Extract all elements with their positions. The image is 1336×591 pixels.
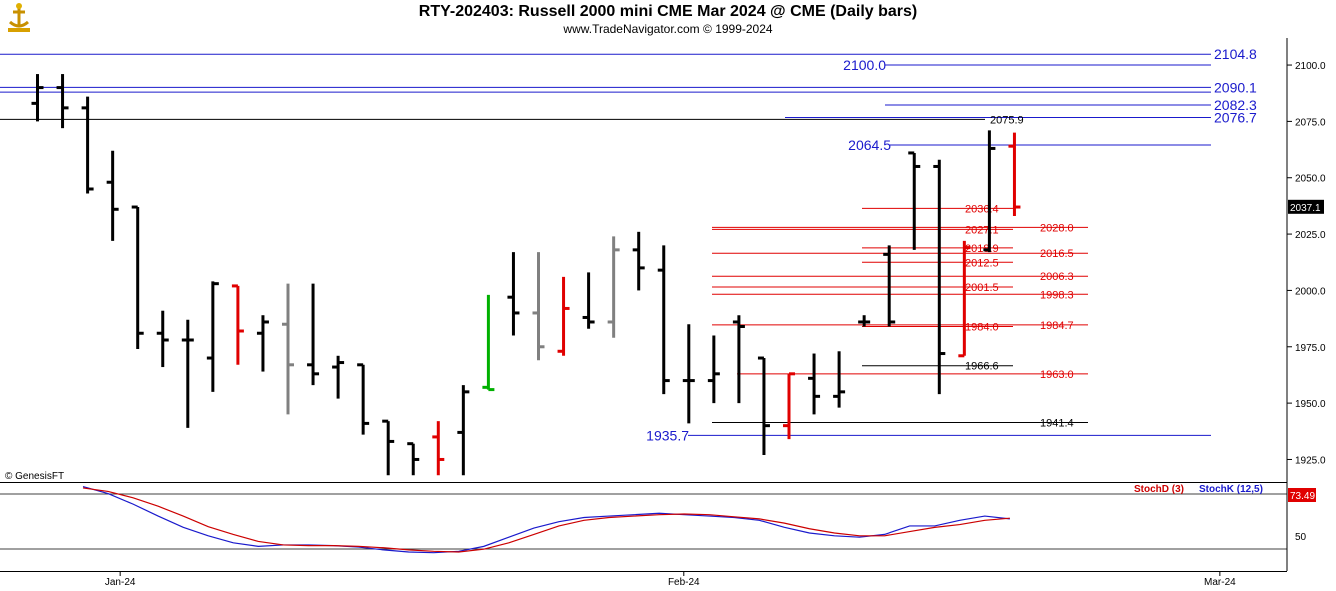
level-label: 2100.0 [843,57,886,73]
ohlc-bar [783,372,795,440]
level-label: 1998.3 [1040,289,1074,301]
ohlc-bar [507,252,520,336]
chart-subtitle: www.TradeNavigator.com © 1999-2024 [563,22,773,36]
level-label: 1941.4 [1040,417,1074,429]
last-price-label: 2037.1 [1290,203,1321,214]
stoch-last-label: 73.49 [1290,491,1315,502]
ohlc-bar [457,385,470,476]
y-tick-label: 1975.0 [1295,343,1326,354]
level-label: 2028.0 [1040,222,1074,234]
level-label: 2012.5 [965,257,999,269]
level-label: 2027.1 [965,224,999,236]
ohlc-bar [307,283,320,386]
ohlc-bar [908,151,921,250]
level-label: 1984.7 [1040,320,1074,332]
ohlc-bar [81,96,94,194]
ohlc-bar [382,419,395,476]
level-label: 2036.4 [965,203,999,215]
ohlc-bar [933,159,946,395]
level-label: 2076.7 [1214,110,1257,126]
anchor-logo-icon [4,2,34,34]
y-tick-label: 2050.0 [1295,174,1326,185]
ohlc-bar [732,315,745,404]
level-label: 2090.1 [1214,79,1257,95]
stoch-legend-entry: StochK (12,5) [1199,484,1263,495]
y-tick-label: 2100.0 [1295,61,1326,72]
ohlc-bar [983,130,996,253]
chart-header: RTY-202403: Russell 2000 mini CME Mar 20… [0,0,1336,38]
level-label: 1984.0 [965,321,999,333]
ohlc-bar [181,319,194,428]
ohlc-bar [858,315,871,327]
ohlc-bar [482,294,495,392]
level-label: 1966.6 [965,361,999,373]
ohlc-bar [707,335,720,404]
ohlc-bar [131,205,144,350]
y-tick-label: 2025.0 [1295,230,1326,241]
chart-title: RTY-202403: Russell 2000 mini CME Mar 20… [418,3,918,20]
ohlc-bar [833,351,846,408]
level-label: 2016.5 [1040,248,1074,260]
ohlc-bar [883,245,896,327]
ohlc-bar [607,236,620,338]
ohlc-bar [256,315,269,372]
stoch-series-line [82,487,1010,553]
ohlc-bar [206,281,219,392]
x-tick-label: Feb-24 [668,577,700,588]
ohlc-bar [657,245,670,395]
ohlc-bar [757,356,770,455]
level-label: 2001.5 [965,282,999,294]
y-tick-label: 2075.0 [1295,117,1326,128]
x-tick-label: Mar-24 [1204,577,1236,588]
ohlc-bar [557,276,570,356]
watermark: © GenesisFT [5,471,64,482]
ohlc-bar [231,284,244,365]
y-tick-label: 1925.0 [1295,455,1326,466]
ohlc-bar [432,421,445,476]
level-label: 2104.8 [1214,46,1257,62]
ohlc-bar [532,252,545,361]
level-label: 2075.9 [990,114,1024,126]
level-label: 1935.7 [646,427,689,443]
ohlc-bar [357,363,370,435]
level-label: 2006.3 [1040,271,1074,283]
ohlc-bar [958,240,971,358]
ohlc-bar [808,353,821,415]
level-label: 2064.5 [848,137,891,153]
stoch-last-tag [1288,488,1316,502]
stoch-y-tick-label: 50 [1295,532,1307,543]
level-label: 2082.3 [1214,97,1257,113]
ohlc-bar [56,74,69,129]
ohlc-bar [31,74,44,122]
y-tick-label: 1950.0 [1295,399,1326,410]
level-label: 1963.0 [1040,369,1074,381]
x-tick-label: Jan-24 [105,577,136,588]
ohlc-bar [407,442,420,476]
ohlc-bar [1008,132,1021,217]
last-price-tag [1288,199,1324,214]
stoch-legend-entry: StochD (3) [1134,484,1184,495]
ohlc-bar [332,355,345,399]
ohlc-bar [106,150,119,241]
ohlc-bar [156,310,169,368]
ohlc-bar [282,283,294,415]
ohlc-bar [682,324,695,424]
ohlc-bar [632,231,645,291]
y-tick-label: 2000.0 [1295,286,1326,297]
ohlc-bar [582,272,595,329]
stoch-series-line [82,485,1010,554]
